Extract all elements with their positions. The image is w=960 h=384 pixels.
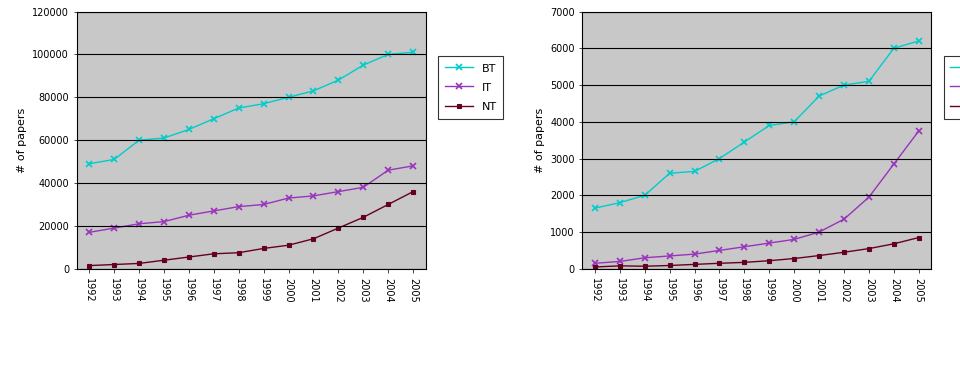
BT — [258, 101, 270, 106]
NT&BT — [863, 195, 875, 199]
BT — [208, 116, 220, 121]
BT&IT — [639, 193, 651, 198]
Line: BT&IT: BT&IT — [592, 38, 922, 211]
BT&IT — [863, 79, 875, 84]
BT&IT — [589, 206, 601, 210]
BT — [233, 106, 245, 110]
BT&IT — [738, 140, 750, 144]
BT — [283, 95, 295, 99]
IT — [158, 219, 170, 224]
NT&BT — [589, 261, 601, 266]
NT&IT — [863, 246, 875, 251]
IT — [233, 204, 245, 209]
NT&BT — [913, 129, 924, 133]
NT — [308, 237, 320, 241]
IT — [357, 185, 369, 190]
NT&IT — [913, 235, 924, 240]
BT — [357, 63, 369, 68]
NT — [183, 255, 195, 259]
IT — [258, 202, 270, 207]
IT — [133, 222, 145, 226]
Line: NT&IT: NT&IT — [593, 235, 921, 269]
NT&BT — [738, 245, 750, 249]
NT — [283, 243, 295, 248]
NT&IT — [788, 256, 800, 261]
NT&IT — [813, 253, 825, 258]
NT&BT — [888, 162, 900, 166]
BT&IT — [838, 83, 850, 87]
Y-axis label: # of papers: # of papers — [16, 108, 27, 173]
NT&IT — [838, 250, 850, 255]
NT — [233, 250, 245, 255]
NT — [208, 252, 220, 256]
NT — [332, 226, 344, 230]
NT&BT — [639, 255, 651, 260]
Line: BT: BT — [86, 50, 416, 167]
NT&IT — [614, 263, 626, 268]
NT&IT — [688, 262, 700, 267]
Legend: BT, IT, NT: BT, IT, NT — [438, 56, 503, 119]
IT — [208, 209, 220, 213]
Line: NT: NT — [87, 190, 415, 268]
IT — [407, 164, 419, 168]
NT&BT — [614, 259, 626, 264]
IT — [283, 196, 295, 200]
BT&IT — [913, 39, 924, 43]
NT&BT — [713, 248, 725, 253]
NT&IT — [713, 261, 725, 266]
NT&BT — [688, 252, 700, 257]
Y-axis label: # of papers: # of papers — [535, 108, 544, 173]
NT&IT — [589, 265, 601, 269]
BT&IT — [763, 123, 775, 128]
IT — [308, 194, 320, 198]
IT — [183, 213, 195, 217]
IT — [332, 189, 344, 194]
Line: IT: IT — [86, 163, 416, 235]
BT&IT — [713, 156, 725, 161]
Line: NT&BT: NT&BT — [592, 128, 922, 266]
BT — [382, 52, 394, 57]
NT — [382, 202, 394, 207]
BT — [407, 50, 419, 55]
NT — [407, 189, 419, 194]
NT — [158, 258, 170, 263]
IT — [108, 226, 120, 230]
NT&BT — [813, 230, 825, 234]
NT&IT — [738, 260, 750, 265]
IT — [84, 230, 95, 235]
NT&IT — [763, 258, 775, 263]
NT&IT — [639, 264, 651, 268]
NT — [258, 246, 270, 251]
BT&IT — [688, 169, 700, 174]
NT — [133, 261, 145, 266]
BT — [332, 78, 344, 83]
BT&IT — [614, 200, 626, 205]
BT — [108, 157, 120, 162]
Legend: BT&IT, NT&BT, NT&IT: BT&IT, NT&BT, NT&IT — [944, 56, 960, 119]
IT — [382, 168, 394, 172]
NT&IT — [888, 242, 900, 246]
BT — [308, 89, 320, 93]
NT&IT — [664, 263, 676, 268]
BT — [133, 138, 145, 142]
NT — [108, 262, 120, 267]
BT — [183, 127, 195, 132]
NT&BT — [763, 241, 775, 245]
BT&IT — [813, 94, 825, 98]
BT — [84, 161, 95, 166]
NT&BT — [838, 217, 850, 222]
NT&BT — [788, 237, 800, 242]
BT&IT — [888, 46, 900, 51]
BT&IT — [788, 119, 800, 124]
BT&IT — [664, 171, 676, 175]
NT&BT — [664, 253, 676, 258]
NT — [84, 263, 95, 268]
NT — [357, 215, 369, 220]
BT — [158, 136, 170, 140]
